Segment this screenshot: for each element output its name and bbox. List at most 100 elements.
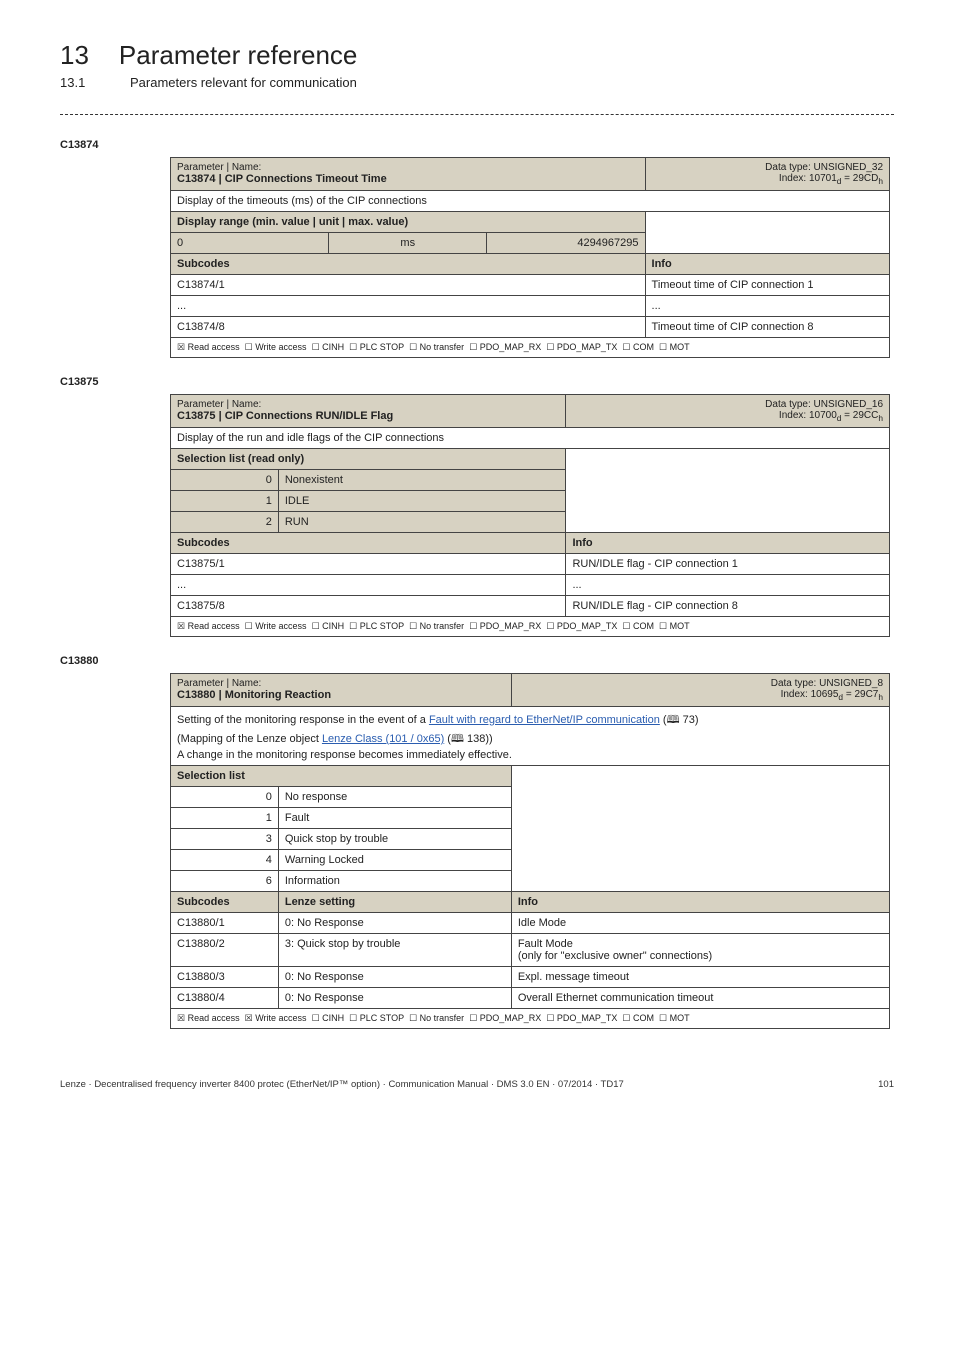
- table-row: C13880/3 0: No Response Expl. message ti…: [171, 967, 890, 988]
- info-label: Info: [566, 533, 890, 554]
- separator: [60, 114, 894, 115]
- setting-cell: 0: No Response: [278, 988, 511, 1009]
- chapter-title: Parameter reference: [119, 40, 357, 71]
- info-cell: Timeout time of CIP connection 8: [645, 317, 889, 338]
- empty-cell: [645, 212, 889, 254]
- sub-title: Parameters relevant for communication: [130, 75, 357, 90]
- setting-cell: 0: No Response: [278, 967, 511, 988]
- table-header: Parameter | Name: C13880 | Monitoring Re…: [171, 674, 890, 707]
- range-min: 0: [171, 233, 329, 254]
- title-prefix: Parameter | Name:: [177, 162, 639, 173]
- info-cell: RUN/IDLE flag - CIP connection 8: [566, 596, 890, 617]
- sel-label: Selection list (read only): [171, 449, 566, 470]
- subcode-cell: C13880/3: [171, 967, 279, 988]
- setting-cell: 0: No Response: [278, 913, 511, 934]
- desc-cell: Display of the run and idle flags of the…: [171, 428, 890, 449]
- info-label: Info: [511, 892, 889, 913]
- subcode-cell: C13875/1: [171, 554, 566, 575]
- table-row-subcodes-header: Subcodes Info: [171, 254, 890, 275]
- table-row-sel-label: Selection list: [171, 766, 890, 787]
- sel-label: Selection list: [171, 766, 512, 787]
- sel-num: 0: [171, 787, 279, 808]
- param-title-cell: Parameter | Name: C13880 | Monitoring Re…: [171, 674, 512, 707]
- param-title-cell: Parameter | Name: C13875 | CIP Connectio…: [171, 395, 566, 428]
- data-type-cell: Data type: UNSIGNED_8 Index: 10695d = 29…: [511, 674, 889, 707]
- empty-cell: [566, 449, 890, 533]
- table-row-desc: Display of the run and idle flags of the…: [171, 428, 890, 449]
- table-c13874: Parameter | Name: C13874 | CIP Connectio…: [170, 157, 890, 358]
- subcodes-label: Subcodes: [171, 254, 646, 275]
- info-cell: RUN/IDLE flag - CIP connection 1: [566, 554, 890, 575]
- param-title: C13874 | CIP Connections Timeout Time: [177, 173, 639, 185]
- info-cell: Idle Mode: [511, 913, 889, 934]
- subcodes-label: Subcodes: [171, 533, 566, 554]
- data-type-cell: Data type: UNSIGNED_32 Index: 10701d = 2…: [645, 158, 889, 191]
- desc-text-2-pre: (Mapping of the Lenze object: [177, 733, 322, 745]
- subcode-cell: C13875/8: [171, 596, 566, 617]
- table-row: C13880/2 3: Quick stop by trouble Fault …: [171, 934, 890, 967]
- lenze-label: Lenze setting: [278, 892, 511, 913]
- table-row-subcodes-header: Subcodes Lenze setting Info: [171, 892, 890, 913]
- table-row-access: ☒ Read access ☐ Write access ☐ CINH ☐ PL…: [171, 338, 890, 358]
- desc-link-fault[interactable]: Fault with regard to EtherNet/IP communi…: [429, 714, 660, 726]
- table-row: C13880/4 0: No Response Overall Ethernet…: [171, 988, 890, 1009]
- table-row-sel-label: Selection list (read only): [171, 449, 890, 470]
- info-cell: Overall Ethernet communication timeout: [511, 988, 889, 1009]
- table-row-subcodes-header: Subcodes Info: [171, 533, 890, 554]
- chapter-heading: 13 Parameter reference: [60, 40, 894, 71]
- table-header: Parameter | Name: C13875 | CIP Connectio…: [171, 395, 890, 428]
- sel-val: Information: [278, 871, 511, 892]
- sel-val: Nonexistent: [278, 470, 566, 491]
- access-flags: ☒ Read access ☐ Write access ☐ CINH ☐ PL…: [171, 338, 890, 358]
- empty-cell: [511, 766, 889, 892]
- param-title: C13880 | Monitoring Reaction: [177, 689, 505, 701]
- dtype-line2: Index: 10695d = 29C7h: [518, 689, 883, 702]
- dtype-line2: Index: 10701d = 29CDh: [652, 173, 883, 186]
- table-row-desc: Setting of the monitoring response in th…: [171, 707, 890, 766]
- table-row-access: ☒ Read access ☒ Write access ☐ CINH ☐ PL…: [171, 1009, 890, 1029]
- subcode-cell: C13880/2: [171, 934, 279, 967]
- access-flags: ☒ Read access ☐ Write access ☐ CINH ☐ PL…: [171, 617, 890, 637]
- info-cell: Timeout time of CIP connection 1: [645, 275, 889, 296]
- sel-num: 1: [171, 491, 279, 512]
- param-code-c13875: C13875: [60, 376, 894, 388]
- sel-val: IDLE: [278, 491, 566, 512]
- desc-cell: Display of the timeouts (ms) of the CIP …: [171, 191, 890, 212]
- table-row: C13875/1 RUN/IDLE flag - CIP connection …: [171, 554, 890, 575]
- sel-val: Fault: [278, 808, 511, 829]
- param-title: C13875 | CIP Connections RUN/IDLE Flag: [177, 410, 559, 422]
- desc-tail: (🕮 73): [660, 714, 699, 726]
- table-row-range-label: Display range (min. value | unit | max. …: [171, 212, 890, 233]
- subcode-cell: ...: [171, 575, 566, 596]
- dtype-line2: Index: 10700d = 29CCh: [572, 410, 883, 423]
- param-code-c13880: C13880: [60, 655, 894, 667]
- table-row: C13874/8 Timeout time of CIP connection …: [171, 317, 890, 338]
- table-row: ... ...: [171, 296, 890, 317]
- desc-text: Setting of the monitoring response in th…: [177, 714, 429, 726]
- info-label: Info: [645, 254, 889, 275]
- info-cell: Fault Mode (only for "exclusive owner" c…: [511, 934, 889, 967]
- desc-link-lenze[interactable]: Lenze Class (101 / 0x65): [322, 733, 444, 745]
- sel-val: Warning Locked: [278, 850, 511, 871]
- subcode-cell: ...: [171, 296, 646, 317]
- subcodes-label: Subcodes: [171, 892, 279, 913]
- footer-left: Lenze · Decentralised frequency inverter…: [60, 1079, 624, 1090]
- subcode-cell: C13874/8: [171, 317, 646, 338]
- range-label: Display range (min. value | unit | max. …: [171, 212, 646, 233]
- table-row: C13880/1 0: No Response Idle Mode: [171, 913, 890, 934]
- sub-number: 13.1: [60, 75, 100, 90]
- sel-num: 0: [171, 470, 279, 491]
- table-row-desc: Display of the timeouts (ms) of the CIP …: [171, 191, 890, 212]
- chapter-number: 13: [60, 40, 89, 71]
- data-type-cell: Data type: UNSIGNED_16 Index: 10700d = 2…: [566, 395, 890, 428]
- sub-heading: 13.1 Parameters relevant for communicati…: [60, 75, 894, 90]
- info-cell: Expl. message timeout: [511, 967, 889, 988]
- access-flags: ☒ Read access ☒ Write access ☐ CINH ☐ PL…: [171, 1009, 890, 1029]
- desc-tail-2: (🕮 138)): [444, 733, 492, 745]
- dtype-line1: Data type: UNSIGNED_32: [652, 162, 883, 173]
- desc-cell: Setting of the monitoring response in th…: [171, 707, 890, 766]
- sel-val: Quick stop by trouble: [278, 829, 511, 850]
- sel-num: 2: [171, 512, 279, 533]
- range-unit: ms: [329, 233, 487, 254]
- param-code-c13874: C13874: [60, 139, 894, 151]
